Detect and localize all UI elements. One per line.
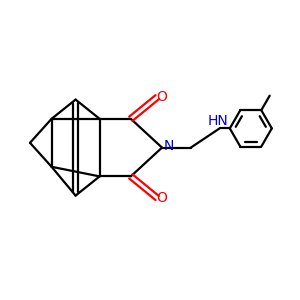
Text: HN: HN: [208, 114, 229, 128]
Text: O: O: [157, 90, 167, 104]
Text: O: O: [157, 191, 167, 205]
Text: N: N: [164, 140, 174, 153]
